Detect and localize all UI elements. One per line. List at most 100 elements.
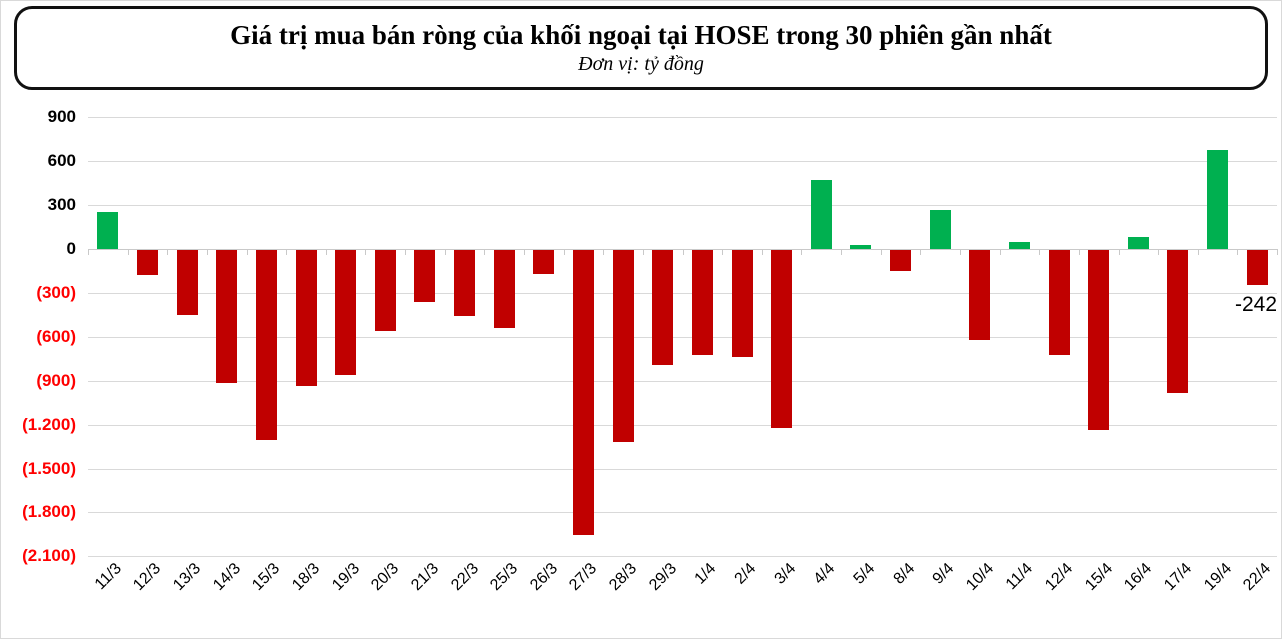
- bar-19/4: [1207, 149, 1228, 249]
- axis-tick-mark: [127, 249, 129, 255]
- x-axis-label-17/4: 17/4: [1161, 560, 1196, 595]
- x-axis-label-20/3: 20/3: [368, 560, 403, 595]
- gridline: [88, 424, 1277, 426]
- bar-15/3: [255, 250, 277, 441]
- x-axis-label-11/4: 11/4: [1003, 560, 1037, 594]
- x-axis-label-3/4: 3/4: [771, 560, 799, 588]
- gridline: [88, 161, 1277, 163]
- x-axis-label-5/4: 5/4: [850, 560, 879, 588]
- y-axis-tick-label: (600): [36, 326, 76, 346]
- gridline: [88, 380, 1277, 382]
- y-axis-tick-label: 900: [47, 107, 76, 127]
- x-axis-label-22/3: 22/3: [447, 560, 482, 595]
- x-axis-label-28/3: 28/3: [606, 560, 641, 595]
- bar-11/3: [97, 212, 119, 249]
- y-axis-tick-label: 600: [47, 151, 76, 171]
- bar-11/4: [1008, 241, 1030, 249]
- bar-5/4: [850, 244, 872, 249]
- axis-tick-mark: [325, 249, 327, 255]
- axis-tick-mark: [642, 249, 644, 255]
- x-axis-label-15/4: 15/4: [1081, 560, 1116, 595]
- bar-9/4: [929, 210, 951, 249]
- x-axis-label-10/4: 10/4: [962, 560, 997, 595]
- axis-tick-mark: [603, 249, 605, 255]
- x-axis-label-25/3: 25/3: [487, 560, 522, 595]
- axis-tick-mark: [1039, 249, 1041, 255]
- axis-tick-mark: [722, 249, 724, 255]
- x-axis-label-16/4: 16/4: [1121, 560, 1156, 595]
- x-axis-label-9/4: 9/4: [929, 560, 958, 588]
- bar-4/4: [810, 179, 832, 249]
- axis-tick-mark: [484, 249, 486, 255]
- axis-tick-mark: [563, 249, 565, 255]
- axis-tick-mark: [206, 249, 208, 255]
- x-axis-label-13/3: 13/3: [170, 560, 205, 595]
- bar-17/4: [1167, 250, 1189, 393]
- bar-15/4: [1088, 250, 1110, 430]
- gridline: [88, 512, 1277, 514]
- axis-tick-mark: [999, 249, 1001, 255]
- axis-tick-mark: [1078, 249, 1080, 255]
- bar-27/3: [572, 250, 594, 536]
- chart-subtitle: Đơn vị: tỷ đồng: [578, 53, 704, 75]
- gridline: [88, 205, 1277, 207]
- axis-tick-mark: [801, 249, 803, 255]
- x-axis-label-26/3: 26/3: [526, 560, 561, 595]
- gridline: [88, 292, 1277, 294]
- y-axis-tick-label: (2.100): [22, 546, 76, 566]
- axis-tick-mark: [1197, 249, 1199, 255]
- bar-8/4: [890, 250, 911, 272]
- axis-tick-mark: [1118, 249, 1120, 255]
- x-axis-label-15/3: 15/3: [249, 560, 284, 595]
- chart-title: Giá trị mua bán ròng của khối ngoại tại …: [230, 20, 1052, 50]
- axis-tick-mark: [880, 249, 882, 255]
- bar-22/3: [454, 250, 475, 316]
- y-axis-tick-label: (300): [36, 282, 76, 302]
- x-axis-label-12/3: 12/3: [130, 560, 165, 595]
- axis-tick-mark: [1158, 249, 1160, 255]
- axis-tick-mark: [167, 249, 169, 255]
- bar-20/3: [374, 250, 396, 332]
- bar-12/3: [136, 250, 158, 275]
- axis-tick-mark: [1237, 249, 1239, 255]
- bar-2/4: [731, 250, 753, 357]
- bar-25/3: [493, 250, 515, 328]
- y-axis-tick-label: 300: [47, 195, 76, 215]
- bar-28/3: [612, 250, 634, 443]
- bar-22/4: [1246, 250, 1268, 286]
- y-axis-tick-label: 0: [66, 239, 76, 258]
- x-axis-label-22/4: 22/4: [1240, 560, 1275, 595]
- x-axis-label-27/3: 27/3: [566, 560, 601, 595]
- bar-1/4: [691, 250, 713, 355]
- x-axis-label-8/4: 8/4: [890, 560, 918, 588]
- x-axis-label-11/3: 11/3: [91, 560, 125, 594]
- x-axis-label-18/3: 18/3: [289, 560, 324, 595]
- y-axis-tick-label: (1.500): [22, 458, 76, 478]
- x-axis-label-14/3: 14/3: [209, 560, 244, 595]
- axis-tick-mark: [246, 249, 248, 255]
- axis-tick-mark: [365, 249, 367, 255]
- bar-3/4: [771, 250, 793, 428]
- bar-18/3: [295, 250, 317, 387]
- axis-tick-mark: [920, 249, 922, 255]
- y-axis-tick-label: (1.800): [22, 502, 76, 522]
- x-axis-label-21/3: 21/3: [408, 560, 443, 595]
- x-axis-label-19/4: 19/4: [1200, 560, 1235, 595]
- y-axis-tick-label: (900): [36, 370, 76, 390]
- axis-tick-mark: [88, 249, 89, 255]
- axis-tick-mark: [841, 249, 842, 255]
- data-label-22/4: -242: [1234, 293, 1277, 317]
- bar-19/3: [335, 250, 357, 376]
- axis-tick-mark: [524, 249, 525, 255]
- y-axis-tick-label: (1.200): [22, 414, 76, 434]
- axis-tick-mark: [761, 249, 763, 255]
- axis-tick-mark: [959, 249, 961, 255]
- x-axis-label-2/4: 2/4: [731, 560, 760, 588]
- bar-12/4: [1048, 250, 1070, 356]
- x-axis-label-19/3: 19/3: [328, 560, 363, 595]
- bar-16/4: [1127, 237, 1149, 249]
- bar-21/3: [414, 250, 436, 302]
- axis-tick-mark: [405, 249, 407, 255]
- bar-14/3: [216, 250, 238, 384]
